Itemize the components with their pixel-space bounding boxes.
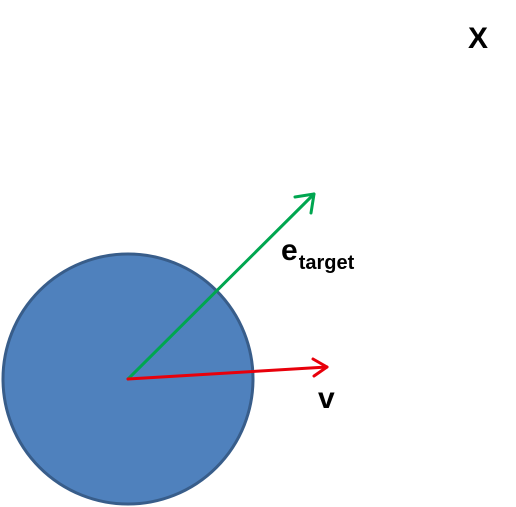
target-vector-label: etarget — [281, 234, 354, 274]
velocity-arrow — [126, 357, 329, 381]
velocity-label: v — [318, 382, 335, 415]
target-vector-label-subscript: target — [298, 252, 355, 274]
target-label: X — [468, 22, 489, 55]
target-vector-label-base: e — [281, 234, 298, 267]
target-direction-arrow — [126, 192, 316, 381]
